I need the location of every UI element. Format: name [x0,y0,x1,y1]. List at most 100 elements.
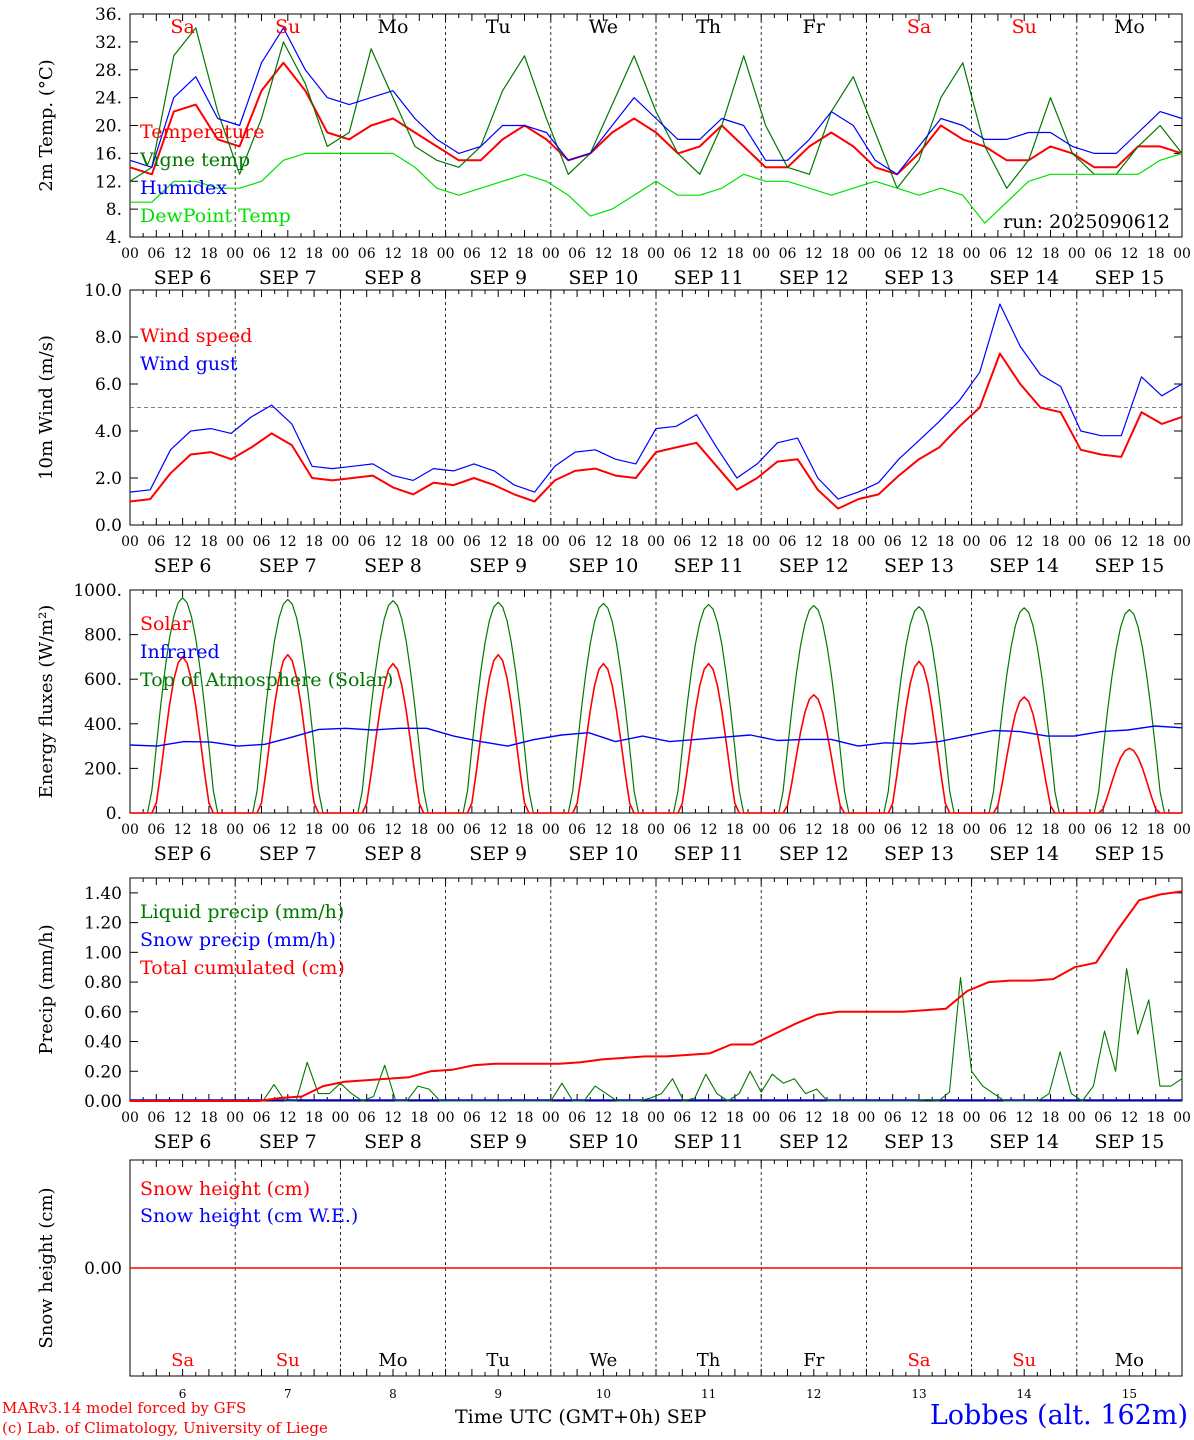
hour-tick-label: 00 [857,246,875,262]
hour-tick-label: 00 [437,534,455,550]
hour-tick-label: 00 [1068,534,1086,550]
hour-tick-label: 00 [857,1110,875,1126]
hour-tick-label: 18 [200,534,218,550]
hour-tick-label: 06 [253,534,271,550]
date-label: SEP 10 [568,555,638,577]
hour-tick-label: 06 [358,246,376,262]
hour-tick-label: 18 [516,1110,534,1126]
day-label: Su [1012,16,1037,38]
hour-tick-label: 06 [884,534,902,550]
hour-tick-label: 06 [147,1110,165,1126]
hour-tick-label: 00 [226,534,244,550]
legend-entry: Snow precip (mm/h) [140,929,336,951]
hour-tick-label: 06 [989,1110,1007,1126]
legend-entry: Temperature [140,121,264,143]
hour-tick-label: 06 [1094,1110,1112,1126]
y-tick-label: 28. [95,61,122,81]
hour-tick-label: 18 [936,246,954,262]
hour-tick-label: 12 [384,1110,402,1126]
hour-tick-label: 18 [1042,1110,1060,1126]
hour-tick-label: 12 [1120,534,1138,550]
hour-tick-label: 18 [621,822,639,838]
day-label: Th [697,1350,721,1371]
day-number: 12 [806,1387,821,1401]
y-tick-label: 0.80 [84,973,122,993]
hour-tick-label: 00 [437,1110,455,1126]
hour-tick-label: 00 [647,822,665,838]
hour-tick-label: 00 [437,822,455,838]
y-tick-label: 0.00 [84,1259,122,1279]
y-tick-label: 1.20 [84,914,122,934]
hour-tick-label: 12 [174,534,192,550]
date-label: SEP 9 [469,843,527,865]
date-label: SEP 8 [364,843,422,865]
hour-tick-label: 00 [331,1110,349,1126]
y-tick-label: 0.40 [84,1033,122,1053]
hour-tick-label: 12 [489,534,507,550]
date-label: SEP 7 [259,843,317,865]
x-axis-title: Time UTC (GMT+0h) SEP [455,1406,707,1428]
hour-tick-label: 18 [200,246,218,262]
hour-tick-label: 06 [779,1110,797,1126]
hour-tick-label: 12 [174,246,192,262]
date-label: SEP 11 [674,555,744,577]
day-label: We [589,16,618,38]
date-label: SEP 10 [568,1131,638,1153]
hour-tick-label: 06 [884,246,902,262]
date-label: SEP 15 [1094,843,1164,865]
day-number: 10 [596,1387,611,1401]
hour-tick-label: 12 [594,246,612,262]
hour-tick-label: 12 [174,1110,192,1126]
date-label: SEP 14 [989,267,1059,289]
hour-tick-label: 06 [673,534,691,550]
hour-tick-label: 18 [1147,246,1165,262]
hour-tick-label: 06 [989,246,1007,262]
hour-tick-label: 12 [700,1110,718,1126]
hour-tick-label: 00 [121,246,139,262]
hour-tick-label: 18 [621,246,639,262]
y-tick-label: 24. [95,89,122,109]
hour-tick-label: 06 [884,1110,902,1126]
plot-frame [129,13,1183,238]
hour-tick-label: 00 [331,246,349,262]
hour-tick-label: 18 [1147,822,1165,838]
hour-tick-label: 18 [1147,1110,1165,1126]
date-label: SEP 15 [1094,1131,1164,1153]
legend-entry: Vigne temp [139,149,250,171]
hour-tick-label: 12 [489,822,507,838]
series-dewpoint-temp [130,152,1183,224]
hour-tick-label: 00 [752,246,770,262]
date-label: SEP 12 [779,843,849,865]
series-liquid-precip [130,968,1183,1102]
legend-entry: Humidex [140,177,227,199]
series-temperature [129,61,1183,176]
y-tick-label: 0.20 [84,1062,122,1082]
date-label: SEP 11 [674,1131,744,1153]
hour-tick-label: 18 [831,246,849,262]
hour-tick-label: 00 [542,1110,560,1126]
day-label: Sa [907,1350,930,1371]
hour-tick-label: 12 [805,822,823,838]
hour-tick-label: 00 [226,246,244,262]
station-name: Lobbes (alt. 162m) [929,1400,1188,1431]
day-number: 14 [1017,1387,1033,1401]
day-label: Mo [1114,16,1145,38]
hour-tick-label: 12 [910,246,928,262]
hour-tick-label: 00 [857,822,875,838]
hour-tick-label: 06 [463,246,481,262]
hour-tick-label: 18 [410,1110,428,1126]
panel-1: 4. 8. 12. 16. 20. 24. 28. 32. 36. 2m Temp. (°C) 00… [36,5,1191,289]
series-humidex [129,27,1183,175]
hour-tick-label: 06 [463,534,481,550]
hour-tick-label: 00 [963,1110,981,1126]
hour-tick-label: 12 [489,1110,507,1126]
panel-5: 0.00 Snow height (cm) Sa 6 Su 7 Mo 8 Tu 9 We 10 Th 11… [36,1159,1183,1401]
hour-tick-label: 18 [621,1110,639,1126]
hour-tick-label: 06 [358,822,376,838]
hour-tick-label: 18 [516,246,534,262]
hour-tick-label: 06 [1094,246,1112,262]
hour-tick-label: 00 [331,822,349,838]
hour-tick-label: 12 [805,1110,823,1126]
hour-tick-label: 06 [147,822,165,838]
